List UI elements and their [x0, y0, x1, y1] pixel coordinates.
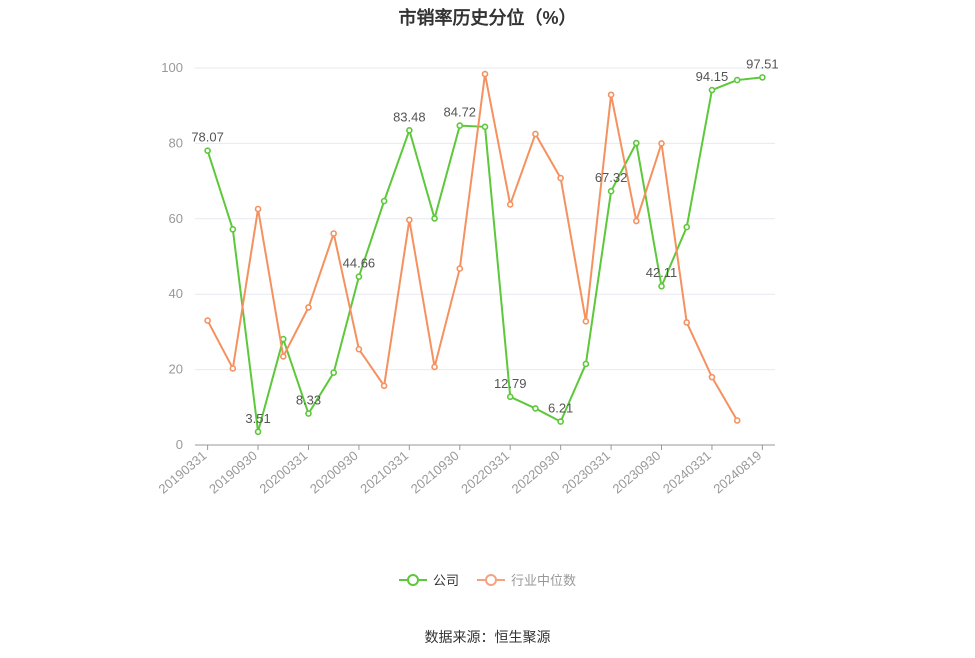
y-tick-label: 0: [176, 437, 183, 452]
data-label: 3.51: [245, 411, 270, 426]
data-point-company: [708, 86, 716, 94]
data-point-company: [456, 122, 464, 129]
data-label: 67.32: [595, 170, 628, 185]
x-tick-label: 20190331: [156, 448, 210, 497]
data-label: 6.21: [548, 401, 573, 416]
data-point-industry-median: [279, 353, 287, 360]
legend-label-company: 公司: [432, 573, 459, 588]
x-tick-label: 20200331: [256, 448, 310, 497]
x-tick-label: 20240819: [710, 448, 764, 497]
data-point-company: [355, 273, 363, 280]
data-point-company: [506, 393, 514, 401]
data-point-company: [633, 139, 640, 147]
chart-title: 市销率历史分位（%）: [398, 8, 577, 28]
y-tick-label: 20: [169, 362, 183, 377]
data-point-company: [532, 405, 539, 412]
legend: 公司 行业中位数: [0, 570, 975, 589]
data-point-industry-median: [305, 304, 312, 311]
data-point-company: [759, 74, 766, 81]
series-line-industry-median: [206, 73, 739, 421]
data-label: 8.33: [296, 393, 321, 408]
data-label: 84.72: [444, 105, 477, 120]
data-point-industry-median: [607, 91, 615, 99]
y-tick-label: 100: [161, 60, 183, 75]
data-point-industry-median: [406, 216, 413, 224]
data-point-industry-median: [532, 130, 539, 138]
legend-swatch-company: [398, 573, 427, 587]
data-labels: 78.07 3.51 8.33 44.66 83.48 84.72 12.79 6.21 67.…: [191, 56, 778, 425]
data-label: 78.07: [191, 130, 224, 145]
data-point-company: [229, 226, 237, 233]
data-point-industry-median: [254, 205, 262, 213]
x-tick-label: 20220930: [509, 448, 563, 497]
x-tick-label: 20210331: [357, 448, 411, 497]
data-point-industry-median: [204, 317, 211, 324]
data-label: 94.15: [696, 69, 729, 84]
data-point-company: [557, 418, 564, 425]
legend-item-industry-median[interactable]: 行业中位数: [477, 570, 576, 589]
data-label: 97.51: [746, 56, 779, 71]
data-point-industry-median: [733, 417, 741, 424]
data-point-company: [607, 187, 615, 195]
data-point-company: [481, 123, 489, 131]
x-tick-label: 20200930: [307, 448, 361, 497]
data-point-industry-median: [380, 382, 388, 390]
data-point-industry-median: [229, 365, 237, 372]
grid-lines: [195, 67, 775, 371]
data-point-industry-median: [506, 201, 514, 208]
data-point-industry-median: [481, 70, 489, 78]
data-point-industry-median: [431, 363, 438, 371]
line-chart: 0 20 40 60 80 100 2019033120190930202003312020…: [156, 56, 779, 497]
y-tick-label: 40: [169, 286, 183, 301]
data-point-industry-median: [330, 230, 337, 237]
y-tick-label: 80: [169, 135, 183, 150]
data-point-company: [204, 147, 211, 154]
data-point-company: [305, 410, 312, 417]
data-point-industry-median: [456, 265, 464, 272]
x-tick-label: 20190930: [206, 448, 260, 497]
y-tick-label: 60: [169, 211, 183, 226]
data-label: 42.11: [646, 265, 678, 280]
data-point-company: [254, 428, 262, 436]
data-source: 数据来源：恒生聚源: [424, 629, 551, 645]
data-point-industry-median: [658, 140, 665, 147]
series-line-company: [206, 76, 763, 433]
data-point-company: [733, 76, 741, 84]
x-tick-label: 20240331: [660, 448, 714, 497]
data-point-industry-median: [582, 318, 590, 325]
data-point-company: [380, 197, 388, 205]
data-point-industry-median: [633, 217, 640, 225]
legend-label-industry-median: 行业中位数: [511, 573, 577, 588]
series: [204, 70, 766, 436]
data-point-company: [330, 369, 337, 376]
data-label: 12.79: [494, 376, 527, 391]
x-tick-label: 20230331: [559, 448, 613, 497]
data-point-industry-median: [355, 345, 363, 353]
legend-item-company[interactable]: 公司: [398, 570, 459, 589]
x-tick-label: 20210930: [408, 448, 462, 497]
data-label: 83.48: [393, 109, 426, 124]
data-label: 44.66: [343, 256, 376, 271]
data-point-company: [683, 223, 691, 231]
x-tick-label: 20220331: [458, 448, 512, 497]
data-point-industry-median: [708, 373, 716, 381]
data-point-company: [658, 282, 665, 290]
legend-swatch-industry-median: [477, 573, 505, 587]
data-point-company: [406, 126, 413, 134]
x-tick-label: 20230930: [609, 448, 663, 497]
data-point-company: [431, 215, 438, 222]
data-point-company: [582, 360, 590, 368]
data-point-industry-median: [557, 174, 564, 182]
data-point-industry-median: [683, 319, 691, 326]
